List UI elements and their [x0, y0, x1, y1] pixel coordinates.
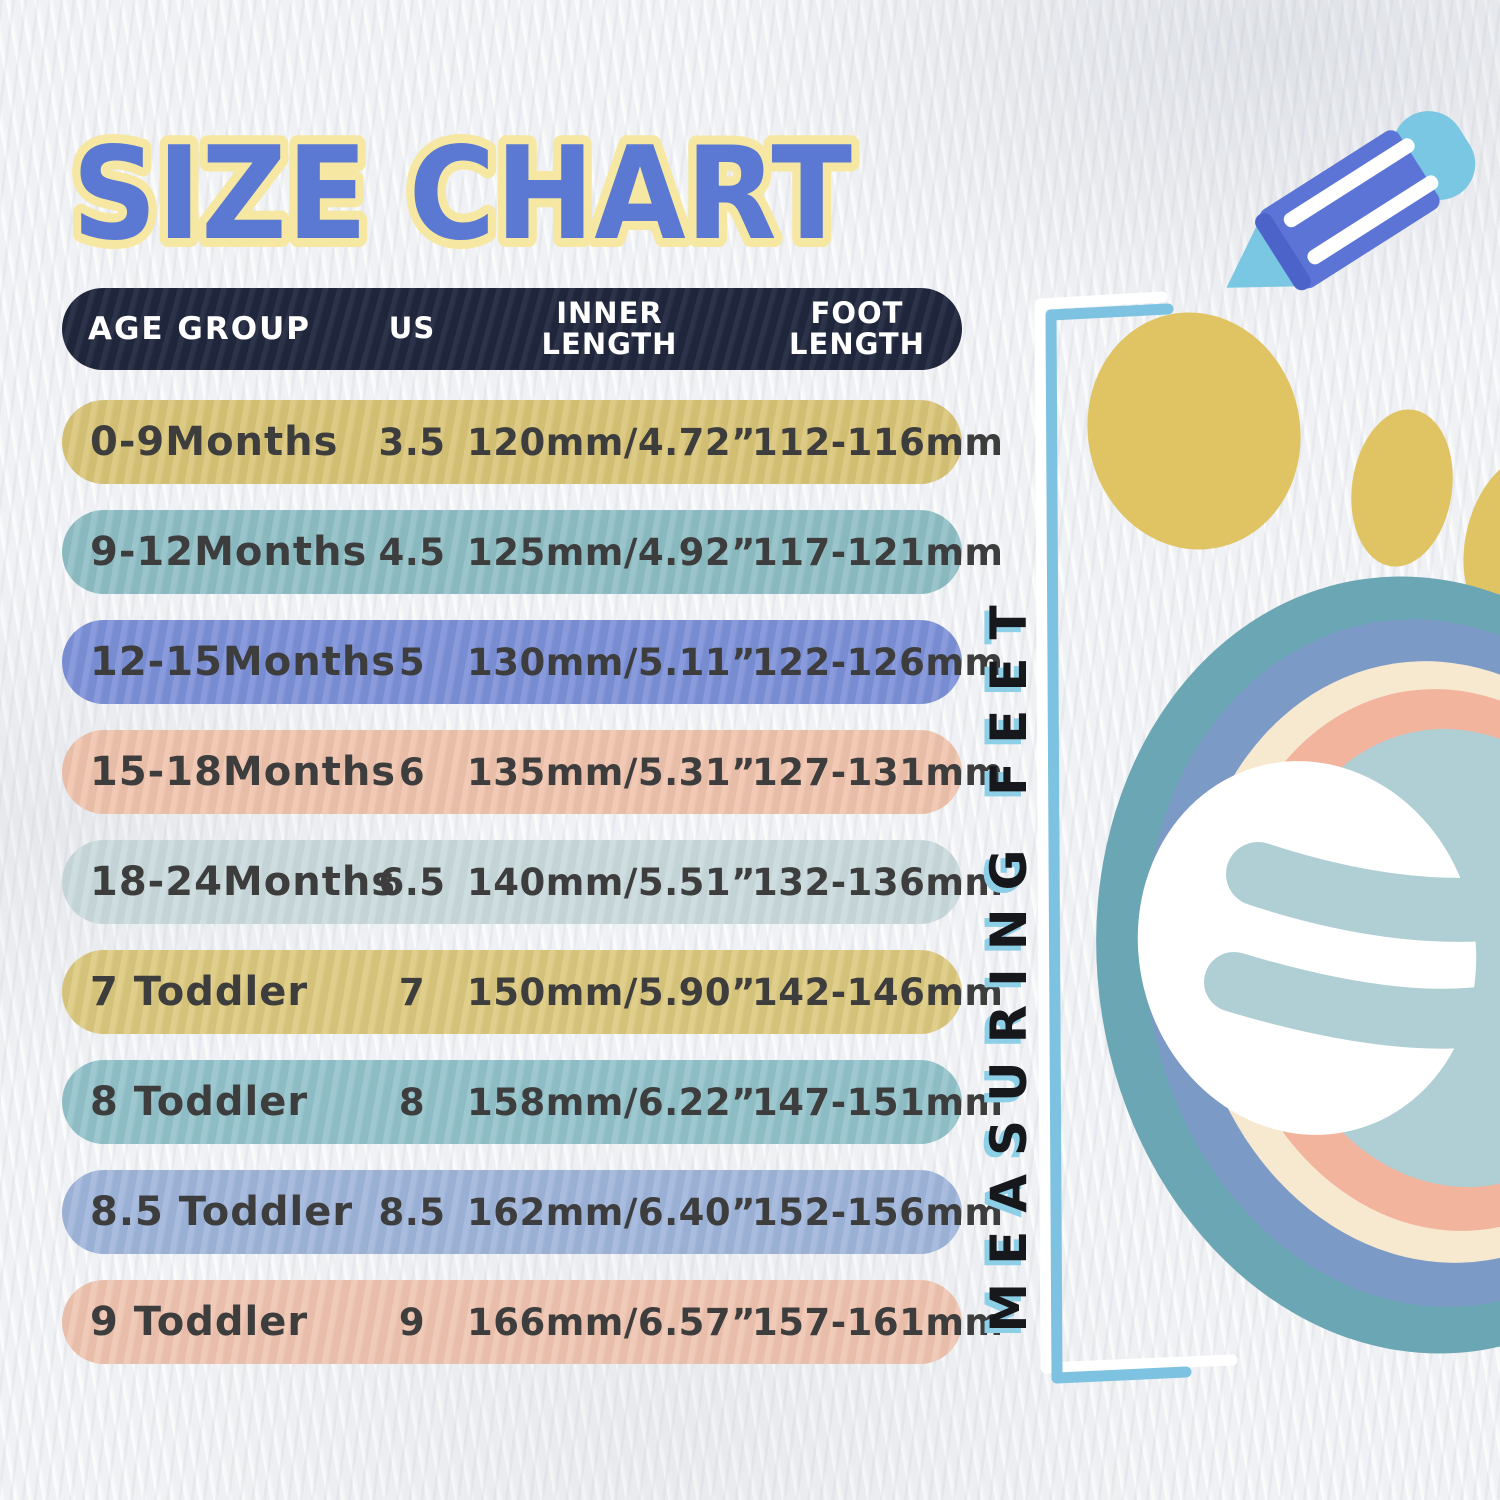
cell-us-size: 6 [398, 750, 426, 794]
second-toe [1351, 409, 1453, 567]
header-cell-age-group: AGE GROUP [88, 311, 311, 347]
cell-foot-length: 112-116mm [752, 420, 1004, 464]
cell-foot-length: 157-161mm [752, 1300, 1004, 1344]
cell-inner-length: 166mm/6.57” [467, 1300, 756, 1344]
cell-foot-length: 152-156mm [752, 1190, 1004, 1234]
foot-ring-cream [1188, 661, 1500, 1263]
cell-age-group: 7 Toddler [90, 969, 309, 1015]
table-row: 18-24Months 6.5 140mm/5.51” 132-136mm [62, 840, 1003, 924]
pencil-collar [1255, 213, 1311, 291]
cell-us-size: 6.5 [378, 860, 446, 904]
cell-inner-length: 162mm/6.40” [467, 1190, 756, 1234]
table-row: 8 Toddler 8 158mm/6.22” 147-151mm [62, 1060, 1003, 1144]
third-toe [1463, 455, 1500, 625]
cell-foot-length: 127-131mm [752, 750, 1004, 794]
pencil-eraser [1392, 111, 1476, 200]
cell-us-size: 5 [398, 640, 426, 684]
header-cell-us: US [388, 311, 436, 346]
cell-foot-length: 122-126mm [752, 640, 1004, 684]
table-row: 0-9Months 3.5 120mm/4.72” 112-116mm [62, 400, 1003, 484]
cell-age-group: 12-15Months [90, 639, 397, 685]
cell-age-group: 8.5 Toddler [90, 1189, 354, 1235]
cell-foot-length: 142-146mm [752, 970, 1004, 1014]
pencil-tip [1226, 211, 1311, 288]
cell-inner-length: 135mm/5.31” [467, 750, 756, 794]
cell-inner-length: 158mm/6.22” [467, 1080, 756, 1124]
cell-inner-length: 140mm/5.51” [467, 860, 756, 904]
table-row: 9-12Months 4.5 125mm/4.92” 117-121mm [62, 510, 1003, 594]
cell-us-size: 3.5 [378, 420, 446, 464]
foot-ring-salmon [1222, 689, 1500, 1231]
table-header-row: AGE GROUP US INNER LENGTH FOOT LENGTH [62, 288, 962, 370]
page-title: SIZE CHART [63, 111, 861, 278]
pencil-stripe [1283, 138, 1415, 228]
table-row: 9 Toddler 9 166mm/6.57” 157-161mm [62, 1280, 1003, 1364]
cell-age-group: 0-9Months [90, 419, 339, 465]
footprint-illustration [1087, 312, 1500, 1354]
table-row: 8.5 Toddler 8.5 162mm/6.40” 152-156mm [62, 1170, 1003, 1254]
foot-ring-steel-blue [1144, 619, 1500, 1307]
cell-foot-length: 132-136mm [752, 860, 1004, 904]
cell-age-group: 9 Toddler [90, 1299, 309, 1345]
cell-us-size: 8.5 [378, 1190, 446, 1234]
cell-us-size: 8 [398, 1080, 426, 1124]
foot-center-pale-blue [1266, 728, 1500, 1188]
header-cell-inner-length: INNER LENGTH [541, 295, 678, 361]
table-row: 7 Toddler 7 150mm/5.90” 142-146mm [62, 950, 1003, 1034]
cell-us-size: 4.5 [378, 530, 446, 574]
cell-inner-length: 150mm/5.90” [467, 970, 756, 1014]
cell-inner-length: 130mm/5.11” [467, 640, 756, 684]
foot-outline-teal [1096, 576, 1500, 1354]
table-row: 15-18Months 6 135mm/5.31” 127-131mm [62, 730, 1003, 814]
cell-age-group: 8 Toddler [90, 1079, 309, 1125]
cell-age-group: 18-24Months [90, 859, 397, 905]
pencil-body [1259, 130, 1440, 289]
table-row: 12-15Months 5 130mm/5.11” 122-126mm [62, 620, 1003, 704]
size-table: AGE GROUP US INNER LENGTH FOOT LENGTH 0-… [62, 288, 1003, 1364]
pencil-stripe [1307, 175, 1439, 265]
big-toe [1087, 312, 1301, 550]
cell-inner-length: 125mm/4.92” [467, 530, 756, 574]
cell-age-group: 15-18Months [90, 749, 397, 795]
cell-inner-length: 120mm/4.72” [467, 420, 756, 464]
swirl-finger-top [1226, 842, 1500, 942]
measuring-line [1034, 291, 1238, 1384]
pencil-icon [1226, 111, 1476, 291]
cell-us-size: 9 [398, 1300, 426, 1344]
foot-white-swirl [1137, 761, 1477, 1135]
measuring-feet-label: MEASURING FEET [980, 587, 1038, 1333]
header-cell-foot-length: FOOT LENGTH [789, 295, 925, 361]
page-title-text: SIZE CHART [72, 120, 852, 269]
swirl-finger-bottom [1204, 952, 1500, 1049]
cell-foot-length: 147-151mm [752, 1080, 1004, 1124]
cell-us-size: 7 [398, 970, 426, 1014]
cell-foot-length: 117-121mm [752, 530, 1004, 574]
cell-age-group: 9-12Months [90, 529, 368, 575]
